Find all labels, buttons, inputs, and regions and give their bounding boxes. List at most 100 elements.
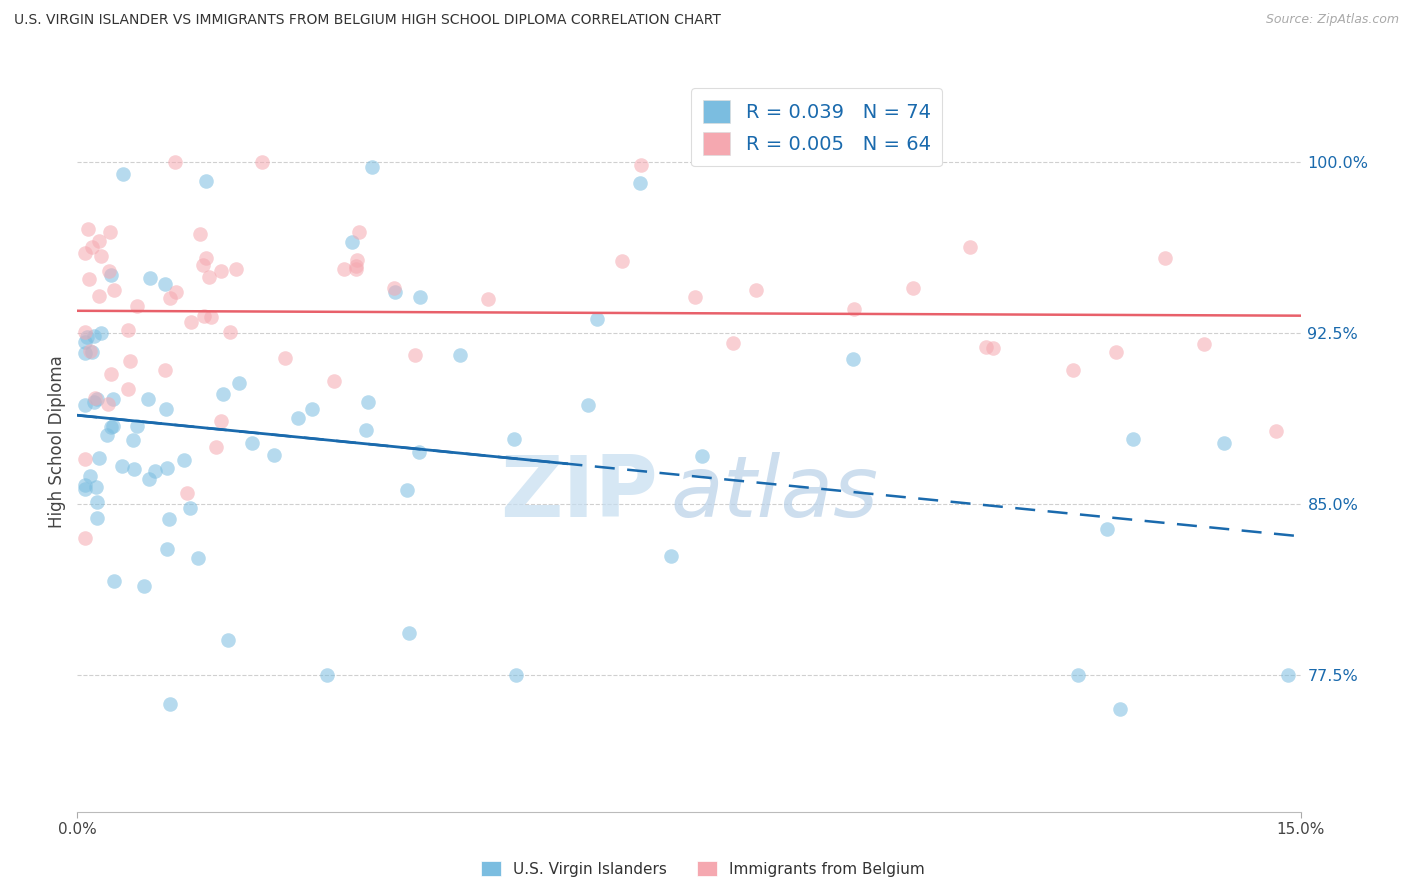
Point	[1265, 424, 1288, 438]
Point	[180, 314, 202, 328]
Point	[157, 512, 180, 526]
Point	[404, 348, 426, 362]
Point	[191, 258, 214, 272]
Point	[188, 227, 211, 242]
Point	[316, 668, 339, 682]
Point	[75, 334, 97, 349]
Point	[398, 625, 420, 640]
Point	[75, 399, 97, 413]
Point	[121, 433, 143, 447]
Point	[382, 281, 405, 295]
Point	[97, 263, 120, 277]
Point	[156, 542, 179, 557]
Point	[179, 500, 201, 515]
Legend: U.S. Virgin Islanders, Immigrants from Belgium: U.S. Virgin Islanders, Immigrants from B…	[474, 853, 932, 884]
Point	[176, 485, 198, 500]
Point	[77, 222, 100, 236]
Point	[842, 351, 865, 366]
Point	[1192, 336, 1215, 351]
Point	[76, 329, 98, 343]
Point	[212, 387, 235, 401]
Point	[79, 343, 101, 358]
Point	[333, 261, 356, 276]
Point	[153, 277, 176, 292]
Point	[136, 392, 159, 407]
Point	[586, 311, 609, 326]
Point	[630, 158, 652, 172]
Point	[117, 323, 139, 337]
Point	[409, 290, 432, 304]
Point	[1066, 668, 1088, 682]
Point	[103, 574, 125, 588]
Point	[86, 495, 108, 509]
Point	[83, 395, 105, 409]
Point	[1277, 668, 1299, 682]
Text: atlas: atlas	[671, 452, 879, 535]
Point	[84, 480, 107, 494]
Point	[103, 284, 125, 298]
Point	[79, 271, 101, 285]
Point	[173, 453, 195, 467]
Text: Source: ZipAtlas.com: Source: ZipAtlas.com	[1265, 13, 1399, 27]
Point	[159, 291, 181, 305]
Point	[209, 264, 232, 278]
Point	[86, 392, 108, 406]
Point	[89, 451, 111, 466]
Point	[263, 448, 285, 462]
Point	[505, 668, 527, 682]
Point	[612, 254, 634, 268]
Point	[165, 285, 187, 299]
Point	[204, 440, 226, 454]
Point	[576, 398, 599, 412]
Point	[96, 428, 118, 442]
Point	[903, 280, 925, 294]
Point	[111, 459, 134, 474]
Point	[477, 292, 499, 306]
Point	[1062, 363, 1084, 377]
Point	[155, 402, 177, 417]
Point	[87, 234, 110, 248]
Point	[361, 160, 384, 174]
Legend: R = 0.039   N = 74, R = 0.005   N = 64: R = 0.039 N = 74, R = 0.005 N = 64	[692, 88, 942, 167]
Point	[117, 382, 139, 396]
Point	[79, 469, 101, 483]
Point	[122, 462, 145, 476]
Point	[80, 344, 103, 359]
Point	[225, 261, 247, 276]
Y-axis label: High School Diploma: High School Diploma	[48, 355, 66, 528]
Point	[101, 418, 124, 433]
Point	[80, 240, 103, 254]
Point	[1154, 251, 1177, 265]
Point	[983, 341, 1005, 355]
Point	[90, 249, 112, 263]
Point	[156, 460, 179, 475]
Point	[153, 363, 176, 377]
Point	[100, 420, 122, 434]
Point	[1105, 345, 1128, 359]
Point	[198, 269, 221, 284]
Point	[628, 177, 651, 191]
Point	[200, 310, 222, 324]
Point	[100, 225, 122, 239]
Point	[75, 345, 97, 359]
Point	[86, 511, 108, 525]
Point	[844, 301, 866, 316]
Point	[252, 155, 274, 169]
Point	[274, 351, 297, 365]
Point	[75, 246, 97, 260]
Point	[187, 551, 209, 566]
Point	[384, 285, 406, 299]
Point	[1122, 433, 1144, 447]
Point	[83, 329, 105, 343]
Point	[287, 411, 309, 425]
Point	[75, 451, 97, 466]
Point	[301, 402, 323, 417]
Point	[138, 472, 160, 486]
Point	[125, 419, 148, 434]
Point	[1213, 436, 1236, 450]
Point	[323, 374, 346, 388]
Point	[139, 271, 162, 285]
Point	[209, 413, 232, 427]
Point	[134, 579, 156, 593]
Point	[685, 290, 707, 304]
